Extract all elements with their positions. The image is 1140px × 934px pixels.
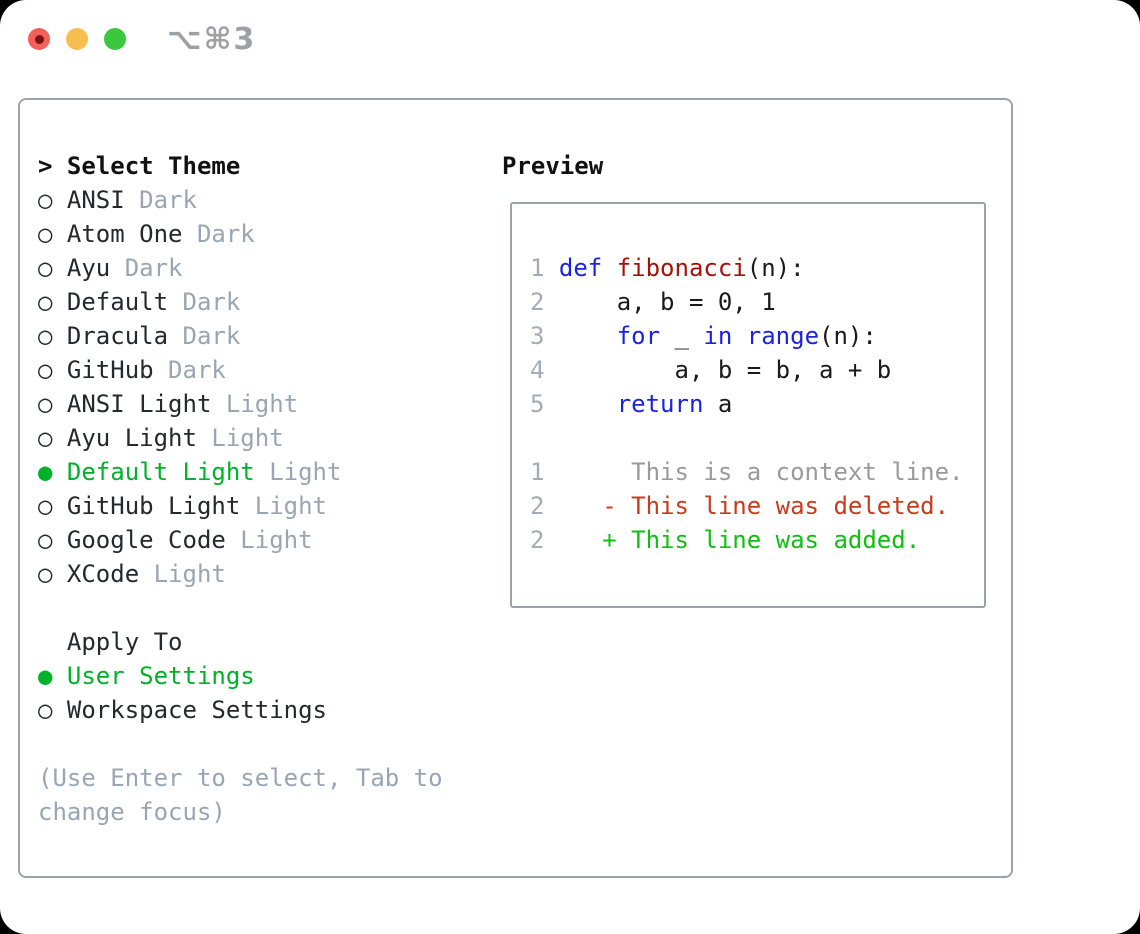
theme-variant: Light bbox=[240, 492, 327, 520]
theme-name: Default bbox=[52, 288, 169, 316]
theme-name: ANSI bbox=[52, 186, 125, 214]
code-line: 3 for _ in range(n): bbox=[530, 322, 877, 350]
theme-name: Atom One bbox=[52, 220, 183, 248]
code-line: 2 + This line was added. bbox=[530, 526, 921, 554]
traffic-lights bbox=[28, 28, 126, 50]
window-titlebar: ⌥⌘3 bbox=[0, 0, 1140, 78]
radio-icon: ○ bbox=[38, 356, 53, 384]
radio-selected-icon: ● bbox=[38, 662, 53, 690]
apply-to-title-label: Apply To bbox=[66, 628, 183, 656]
hint-text: (Use Enter to select, Tab to change focus… bbox=[38, 761, 443, 829]
theme-option-dracula[interactable]: ○ Dracula Dark bbox=[38, 319, 443, 353]
theme-option-default-light[interactable]: ● Default Light Light bbox=[38, 455, 443, 489]
window-shortcut-label: ⌥⌘3 bbox=[167, 22, 257, 57]
code-line: 4 a, b = b, a + b bbox=[530, 356, 892, 384]
theme-name: Dracula bbox=[52, 322, 169, 350]
theme-name: Ayu Light bbox=[52, 424, 197, 452]
code-line: 2 - This line was deleted. bbox=[530, 492, 950, 520]
theme-dialog: > Select Theme ○ ANSI Dark ○ Atom One Dar… bbox=[18, 98, 1013, 878]
theme-option-github-light[interactable]: ○ GitHub Light Light bbox=[38, 489, 443, 523]
apply-option-workspace-settings[interactable]: ○ Workspace Settings bbox=[38, 693, 443, 727]
code-line: 1 def fibonacci(n): bbox=[530, 254, 805, 282]
theme-name: Google Code bbox=[52, 526, 226, 554]
zoom-button[interactable] bbox=[104, 28, 126, 50]
radio-icon: ○ bbox=[38, 492, 53, 520]
theme-option-ansi[interactable]: ○ ANSI Dark bbox=[38, 183, 443, 217]
code-line: 5 return a bbox=[530, 390, 733, 418]
theme-name: XCode bbox=[52, 560, 140, 588]
theme-variant: Light bbox=[139, 560, 226, 588]
theme-name: GitHub bbox=[52, 356, 154, 384]
theme-option-ayu-light[interactable]: ○ Ayu Light Light bbox=[38, 421, 443, 455]
theme-option-default[interactable]: ○ Default Dark bbox=[38, 285, 443, 319]
theme-option-google-code[interactable]: ○ Google Code Light bbox=[38, 523, 443, 557]
apply-option-user-settings[interactable]: ● User Settings bbox=[38, 659, 443, 693]
code-line: 1 This is a context line. bbox=[530, 458, 964, 486]
theme-variant: Dark bbox=[153, 356, 226, 384]
preview-title: Preview bbox=[502, 149, 603, 183]
code-line bbox=[530, 421, 984, 455]
theme-variant: Dark bbox=[182, 220, 255, 248]
unsaved-changes-dot-icon bbox=[34, 34, 44, 44]
preview-pane: 1 def fibonacci(n): 2 a, b = 0, 1 3 for _ … bbox=[510, 202, 986, 608]
theme-variant: Dark bbox=[110, 254, 183, 282]
close-button[interactable] bbox=[28, 28, 50, 50]
theme-variant: Light bbox=[254, 458, 342, 486]
theme-option-atom-one[interactable]: ○ Atom One Dark bbox=[38, 217, 443, 251]
theme-name: Default Light bbox=[52, 458, 255, 486]
radio-icon: ○ bbox=[38, 390, 53, 418]
focus-caret: > bbox=[38, 152, 53, 180]
select-theme-title: > Select Theme bbox=[38, 149, 443, 183]
spacer bbox=[38, 591, 443, 625]
theme-variant: Light bbox=[196, 424, 284, 452]
radio-selected-icon: ● bbox=[38, 458, 53, 486]
apply-name: Workspace Settings bbox=[52, 696, 327, 724]
hint-line: (Use Enter to select, Tab to bbox=[38, 764, 443, 792]
radio-icon: ○ bbox=[38, 560, 53, 588]
radio-icon: ○ bbox=[38, 186, 53, 214]
select-theme-title-label: Select Theme bbox=[66, 152, 241, 180]
theme-list: ○ ANSI Dark ○ Atom One Dark ○ Ayu Dark ○ De… bbox=[38, 183, 443, 591]
theme-variant: Dark bbox=[168, 288, 241, 316]
apply-to-title: Apply To bbox=[38, 625, 443, 659]
spacer bbox=[38, 727, 443, 761]
theme-name: ANSI Light bbox=[52, 390, 212, 418]
radio-icon: ○ bbox=[38, 220, 53, 248]
theme-option-github[interactable]: ○ GitHub Dark bbox=[38, 353, 443, 387]
theme-name: Ayu bbox=[52, 254, 111, 282]
code-preview: 1 def fibonacci(n): 2 a, b = 0, 1 3 for _ … bbox=[530, 251, 984, 557]
theme-variant: Light bbox=[225, 526, 313, 554]
theme-name: GitHub Light bbox=[52, 492, 241, 520]
theme-variant: Dark bbox=[168, 322, 241, 350]
hint-line: change focus) bbox=[38, 798, 226, 826]
radio-icon: ○ bbox=[38, 322, 53, 350]
code-line: 2 a, b = 0, 1 bbox=[530, 288, 776, 316]
theme-option-ayu[interactable]: ○ Ayu Dark bbox=[38, 251, 443, 285]
apply-name: User Settings bbox=[52, 662, 255, 690]
theme-variant: Light bbox=[211, 390, 299, 418]
theme-option-ansi-light[interactable]: ○ ANSI Light Light bbox=[38, 387, 443, 421]
preview-title-label: Preview bbox=[502, 152, 604, 180]
apply-to-list: ● User Settings ○ Workspace Settings bbox=[38, 659, 443, 727]
theme-selector: > Select Theme ○ ANSI Dark ○ Atom One Dar… bbox=[38, 149, 443, 829]
radio-icon: ○ bbox=[38, 526, 53, 554]
theme-option-xcode[interactable]: ○ XCode Light bbox=[38, 557, 443, 591]
radio-icon: ○ bbox=[38, 696, 53, 724]
theme-variant: Dark bbox=[124, 186, 197, 214]
radio-icon: ○ bbox=[38, 424, 53, 452]
radio-icon: ○ bbox=[38, 254, 53, 282]
minimize-button[interactable] bbox=[66, 28, 88, 50]
radio-icon: ○ bbox=[38, 288, 53, 316]
